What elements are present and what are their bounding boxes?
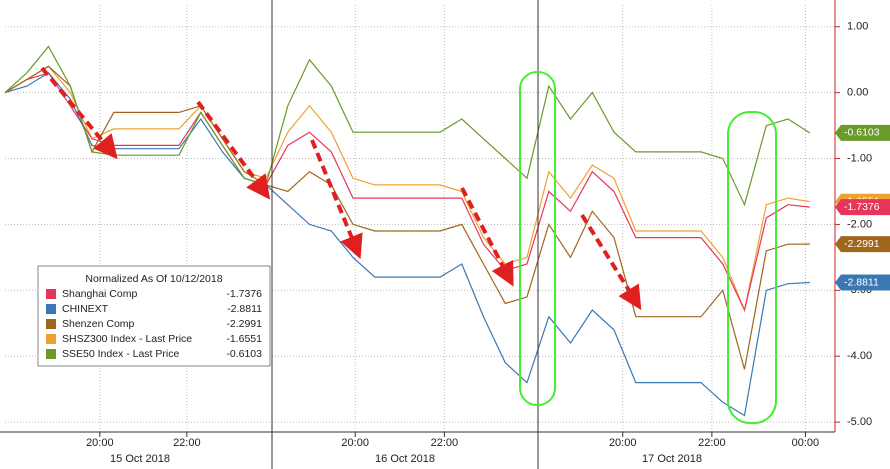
y-tick-label: -5.00 bbox=[847, 416, 872, 428]
value-tag-label: -0.6103 bbox=[844, 127, 880, 139]
legend-swatch bbox=[46, 304, 56, 314]
x-tick-label: 22:00 bbox=[698, 437, 726, 449]
value-tag-label: -2.2991 bbox=[844, 238, 880, 250]
x-tick-label: 20:00 bbox=[86, 437, 114, 449]
legend-swatch bbox=[46, 349, 56, 359]
value-tag bbox=[835, 274, 890, 291]
x-tick-label: 00:00 bbox=[792, 437, 820, 449]
date-label: 16 Oct 2018 bbox=[375, 453, 435, 465]
series-line bbox=[4, 72, 810, 312]
arrow bbox=[460, 187, 514, 287]
legend-box bbox=[37, 265, 271, 367]
arrow bbox=[196, 100, 271, 200]
arrow bbox=[310, 139, 363, 260]
arrow bbox=[40, 66, 118, 160]
legend-value: -0.6103 bbox=[226, 348, 262, 360]
series-line bbox=[4, 72, 810, 417]
legend: Normalized As Of 10/12/2018 Shanghai Com… bbox=[37, 265, 271, 367]
highlight bbox=[727, 111, 777, 424]
legend-swatch bbox=[46, 319, 56, 329]
x-tick-label: 22:00 bbox=[431, 437, 459, 449]
legend-label: Shanghai Comp bbox=[62, 288, 137, 300]
series-line bbox=[4, 45, 811, 207]
legend-value: -2.8811 bbox=[227, 303, 262, 315]
value-tag bbox=[835, 199, 890, 216]
legend-value: -2.2991 bbox=[226, 318, 262, 330]
legend-label: Shenzen Comp bbox=[62, 318, 135, 330]
series-line bbox=[4, 65, 810, 370]
x-tick-label: 20:00 bbox=[609, 437, 637, 449]
legend-value: -1.7376 bbox=[226, 288, 262, 300]
y-tick-label: -4.00 bbox=[847, 350, 872, 362]
legend-swatch bbox=[46, 334, 56, 344]
value-tag-label: -2.8811 bbox=[844, 276, 879, 288]
series-line bbox=[4, 65, 810, 313]
legend-label: SHSZ300 Index - Last Price bbox=[62, 333, 192, 345]
legend-title: Normalized As Of 10/12/2018 bbox=[85, 273, 222, 285]
arrow bbox=[580, 213, 642, 311]
date-label: 17 Oct 2018 bbox=[642, 453, 702, 465]
legend-swatch bbox=[46, 289, 56, 299]
value-tag bbox=[835, 124, 890, 141]
x-tick-label: 22:00 bbox=[173, 437, 201, 449]
value-tag-label: -1.7376 bbox=[844, 201, 880, 213]
legend-label: CHINEXT bbox=[62, 303, 109, 315]
legend-label: SSE50 Index - Last Price bbox=[62, 348, 179, 360]
highlight bbox=[519, 71, 556, 406]
legend-value: -1.6551 bbox=[226, 333, 262, 345]
y-tick-label: -1.00 bbox=[847, 152, 872, 164]
date-label: 15 Oct 2018 bbox=[110, 453, 170, 465]
y-tick-label: 0.00 bbox=[847, 87, 868, 99]
x-tick-label: 20:00 bbox=[341, 437, 369, 449]
y-tick-label: 1.00 bbox=[847, 21, 868, 33]
value-tag bbox=[835, 236, 890, 253]
annotations bbox=[40, 66, 642, 311]
y-tick-label: -2.00 bbox=[847, 218, 872, 230]
